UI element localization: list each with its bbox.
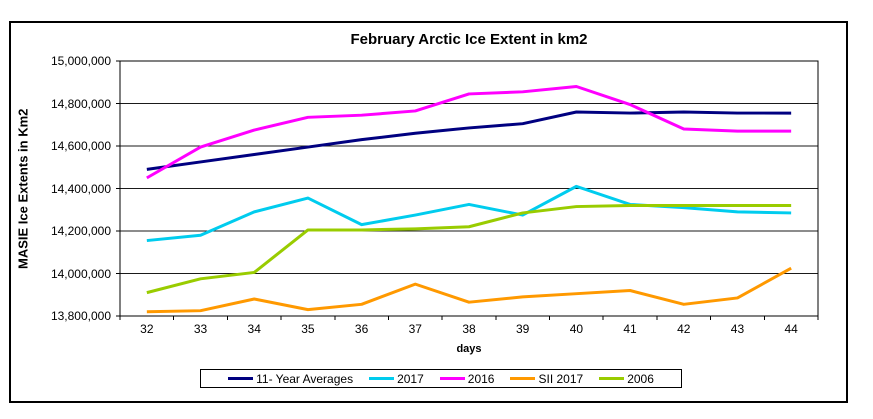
x-tick-label: 37 [408, 322, 422, 336]
legend-swatch-sii-2017 [510, 377, 536, 380]
legend: 11- Year Averages 2017 2016 SII 2017 2006 [200, 369, 682, 388]
x-tick-label: 42 [677, 322, 691, 336]
y-tick-label: 14,400,000 [50, 181, 111, 196]
series-line-sii-2017 [146, 266, 792, 314]
legend-label: 2006 [627, 371, 654, 386]
x-tick-label: 34 [247, 322, 261, 336]
legend-item: SII 2017 [510, 373, 583, 385]
x-tick-label: 33 [193, 322, 208, 336]
legend-item: 2017 [369, 373, 424, 385]
series-line-2016 [146, 85, 792, 180]
y-tick-label: 14,200,000 [50, 224, 111, 238]
y-tick-label: 14,600,000 [50, 139, 111, 153]
x-axis-title: days [456, 343, 482, 355]
x-tick-label: 35 [301, 322, 315, 336]
x-tick-label: 32 [140, 322, 154, 336]
y-tick-label: 14,800,000 [50, 96, 111, 111]
x-tick-label: 36 [354, 322, 369, 336]
x-tick-label: 38 [462, 322, 476, 336]
plot-area [116, 60, 819, 320]
legend-swatch-2006 [599, 377, 625, 380]
y-tick-label: 15,000,000 [50, 54, 111, 68]
legend-item: 2016 [439, 371, 495, 386]
y-tick-label: 13,800,000 [50, 309, 111, 323]
chart-figure: February Arctic Ice Extent in km2 MASIE … [9, 21, 848, 403]
legend-swatch-2016 [439, 377, 465, 380]
x-tick-label: 41 [623, 322, 637, 336]
legend-label: 11- Year Averages [256, 371, 354, 386]
chart-title: February Arctic Ice Extent in km2 [350, 31, 588, 48]
legend-item: 2006 [599, 373, 654, 385]
series-line-2006 [146, 204, 792, 295]
legend-label: 2017 [397, 371, 424, 386]
y-tick-label: 14,000,000 [50, 266, 111, 281]
legend-item: 11- Year Averages [228, 373, 353, 385]
plot-border [119, 60, 819, 317]
legend-swatch-2017 [369, 377, 395, 380]
series-line-2017 [146, 184, 792, 243]
x-tick-label: 44 [784, 322, 798, 336]
legend-label: 2016 [467, 371, 495, 386]
legend-label: SII 2017 [538, 371, 584, 386]
series-line-11-year-averages [146, 110, 792, 171]
x-tick-label: 39 [516, 322, 530, 336]
x-tick-label: 43 [730, 322, 745, 336]
legend-swatch-11-year-averages [228, 377, 254, 380]
x-tick-label: 40 [569, 322, 584, 336]
